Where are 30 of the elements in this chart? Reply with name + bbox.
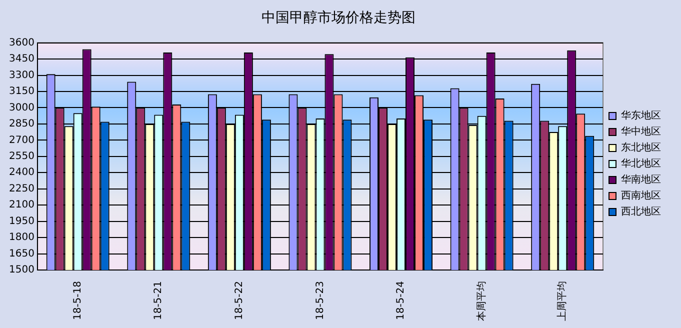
legend-label: 华北地区: [621, 158, 661, 170]
legend-label: 华南地区: [621, 174, 661, 186]
legend-label: 西北地区: [621, 206, 661, 218]
x-tick-label: 18-5-21: [153, 281, 164, 320]
y-tick-label: 2550: [8, 150, 34, 162]
y-tick-label: 3600: [8, 37, 34, 48]
x-tick-label: 18-5-22: [234, 281, 246, 320]
x-tick-label: 上周平均: [556, 281, 568, 321]
y-tick-label: 2400: [8, 167, 34, 178]
y-tick-label: 3150: [8, 86, 34, 98]
legend-label: 华东地区: [621, 110, 661, 122]
y-tick-label: 1800: [8, 232, 34, 244]
legend-label: 西南地区: [621, 190, 661, 202]
y-tick-label: 3000: [8, 102, 34, 114]
x-tick-label: 18-5-24: [396, 281, 407, 320]
y-tick-label: 1950: [8, 216, 34, 227]
y-tick-label: 2250: [8, 183, 34, 194]
x-tick-label: 本周平均: [475, 281, 488, 321]
x-tick-label: 18-5-18: [72, 281, 84, 320]
legend-label: 华中地区: [621, 126, 661, 138]
y-tick-label: 2100: [8, 200, 34, 211]
y-tick-label: 1650: [8, 248, 34, 260]
y-tick-label: 1500: [8, 264, 34, 276]
chart-title: 中国甲醇市场价格走势图: [262, 10, 416, 26]
y-tick-label: 3300: [8, 70, 34, 81]
legend-label: 东北地区: [621, 142, 661, 154]
y-tick-label: 2700: [8, 134, 34, 146]
y-tick-label: 2850: [8, 118, 34, 130]
y-tick-label: 3450: [8, 54, 34, 65]
x-tick-label: 18-5-23: [314, 281, 326, 320]
